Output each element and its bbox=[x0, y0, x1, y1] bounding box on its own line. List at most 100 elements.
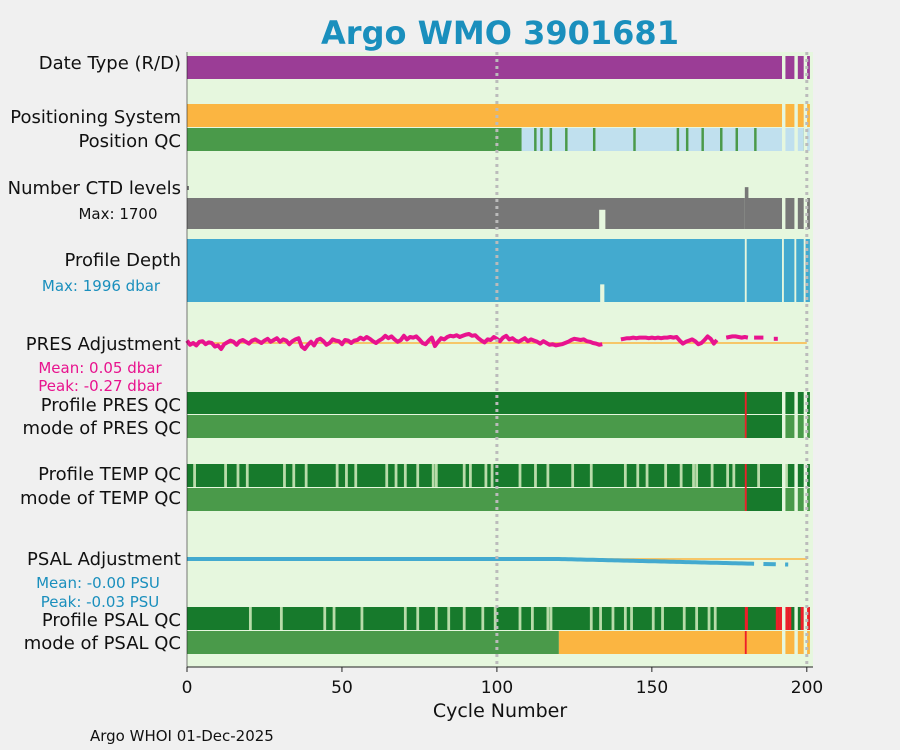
position-qc-mark bbox=[549, 128, 553, 151]
label-psal-adjustment: PSAL Adjustment bbox=[27, 549, 181, 570]
position-qc-mark bbox=[720, 128, 723, 151]
psal-qc-pale-mark bbox=[279, 607, 283, 630]
ctd-levels-bar bbox=[187, 198, 810, 229]
temp-qc-bad-mark bbox=[744, 464, 747, 511]
label-positioning-system: Positioning System bbox=[10, 107, 181, 128]
temp-qc-pale-mark bbox=[571, 464, 575, 487]
mode-pres-qc-dark bbox=[746, 415, 783, 438]
x-tick-label: 200 bbox=[791, 678, 823, 698]
profile-pres-qc-bar bbox=[187, 392, 810, 414]
label-mode-psal-qc: mode of PSAL QC bbox=[24, 633, 181, 654]
x-tick-label: 0 bbox=[182, 678, 193, 698]
temp-qc-pale-mark bbox=[785, 464, 788, 487]
psal-qc-pale-mark bbox=[518, 607, 522, 630]
label-date-type: Date Type (R/D) bbox=[39, 53, 181, 74]
temp-qc-pale-mark bbox=[434, 464, 438, 487]
temp-qc-gap bbox=[782, 464, 786, 511]
psal-qc-gap bbox=[782, 607, 786, 654]
temp-qc-pale-mark bbox=[732, 464, 736, 487]
mode-psal-qc-good-bar bbox=[187, 631, 559, 654]
temp-qc-pale-mark bbox=[193, 464, 196, 487]
temp-qc-pale-mark bbox=[710, 464, 714, 487]
pres-qc-bad-mark bbox=[744, 392, 747, 438]
psal-qc-pale-mark bbox=[611, 607, 615, 630]
psal-qc-pale-mark bbox=[549, 607, 553, 630]
label-ctd-levels: Number CTD levels bbox=[8, 178, 181, 199]
pres-adjustment-series bbox=[185, 332, 603, 351]
position-qc-mark bbox=[633, 128, 636, 151]
psal-qc-bad-mark bbox=[806, 607, 810, 630]
temp-qc-pale-mark bbox=[335, 464, 339, 487]
position-qc-light-bar bbox=[521, 128, 810, 151]
temp-qc-pale-mark bbox=[462, 464, 466, 487]
positioning-system-bar bbox=[187, 104, 810, 127]
psal-qc-pale-mark bbox=[416, 607, 420, 630]
psal-qc-pale-mark bbox=[599, 607, 602, 630]
mode-psal-qc-warn-bar bbox=[558, 631, 810, 654]
temp-qc-pale-mark bbox=[645, 464, 649, 487]
ctd-levels-gap bbox=[782, 198, 786, 229]
ctd-levels-point bbox=[187, 186, 189, 190]
temp-qc-pale-mark bbox=[245, 464, 249, 487]
label-depth-max: Max: 1996 dbar bbox=[42, 277, 161, 295]
temp-qc-pale-mark bbox=[695, 464, 699, 487]
profile-depth-bar bbox=[187, 239, 810, 302]
profile-temp-qc-bar bbox=[187, 464, 810, 487]
mode-temp-qc-bar bbox=[187, 488, 810, 511]
psal-qc-bad-mark bbox=[788, 607, 792, 630]
position-qc-mark bbox=[676, 128, 680, 151]
label-profile-depth: Profile Depth bbox=[64, 250, 181, 271]
psal-adjustment-series bbox=[187, 557, 755, 566]
temp-qc-pale-mark bbox=[236, 464, 240, 487]
psal-qc-bad-mark bbox=[775, 607, 779, 630]
temp-qc-pale-mark bbox=[292, 464, 296, 487]
temp-qc-pale-mark bbox=[403, 464, 407, 487]
pres-adjustment-series bbox=[725, 334, 749, 340]
psal-qc-pale-mark bbox=[707, 607, 711, 630]
chart-title: Argo WMO 3901681 bbox=[321, 14, 679, 52]
temp-qc-pale-mark bbox=[431, 464, 435, 487]
temp-qc-pale-mark bbox=[726, 464, 730, 487]
temp-qc-pale-mark bbox=[490, 464, 494, 487]
psal-qc-pale-mark bbox=[323, 607, 327, 630]
psal-qc-pale-mark bbox=[403, 607, 407, 630]
position-qc-mark bbox=[701, 128, 704, 151]
label-position-qc: Position QC bbox=[78, 131, 181, 152]
psal-qc-bad-mark bbox=[744, 607, 748, 630]
temp-qc-pale-mark bbox=[623, 464, 627, 487]
position-qc-mark bbox=[565, 128, 568, 151]
temp-qc-pale-mark bbox=[304, 464, 308, 487]
psal-qc-pale-mark bbox=[332, 607, 336, 630]
profile-depth-gap bbox=[803, 239, 806, 302]
pres-adjustment-point bbox=[773, 336, 778, 341]
plot-area bbox=[185, 52, 813, 672]
pres-qc-gap bbox=[803, 392, 808, 438]
x-tick-label: 50 bbox=[331, 678, 353, 698]
psal-qc-pale-mark bbox=[661, 607, 664, 630]
profile-depth-gap bbox=[794, 239, 797, 302]
position-qc-mark bbox=[754, 128, 757, 151]
position-qc-gap bbox=[794, 128, 798, 151]
x-axis: 0 50 100 150 200 Cycle Number bbox=[182, 678, 824, 722]
psal-qc-bad-mark bbox=[785, 607, 789, 630]
psal-qc-pale-mark bbox=[682, 607, 686, 630]
profile-depth-gap bbox=[782, 239, 784, 302]
psal-qc-gap bbox=[803, 607, 808, 654]
position-qc-mark bbox=[540, 128, 543, 151]
temp-qc-pale-mark bbox=[664, 464, 668, 487]
temp-qc-pale-mark bbox=[757, 464, 761, 487]
label-profile-temp-qc: Profile TEMP QC bbox=[38, 464, 181, 485]
temp-qc-pale-mark bbox=[636, 464, 640, 487]
temp-qc-pale-mark bbox=[546, 464, 550, 487]
ctd-levels-dip bbox=[599, 209, 606, 229]
temp-qc-pale-mark bbox=[354, 464, 358, 487]
label-pres-peak: Peak: -0.27 dbar bbox=[38, 377, 162, 395]
psal-qc-pale-mark bbox=[360, 607, 364, 630]
temp-qc-pale-mark bbox=[283, 464, 286, 487]
ctd-levels-gap bbox=[794, 198, 798, 229]
psal-qc-pale-mark bbox=[630, 607, 633, 630]
positioning-gap bbox=[782, 104, 786, 127]
position-qc-good-bar bbox=[496, 128, 522, 151]
date-type-bar bbox=[187, 56, 810, 79]
